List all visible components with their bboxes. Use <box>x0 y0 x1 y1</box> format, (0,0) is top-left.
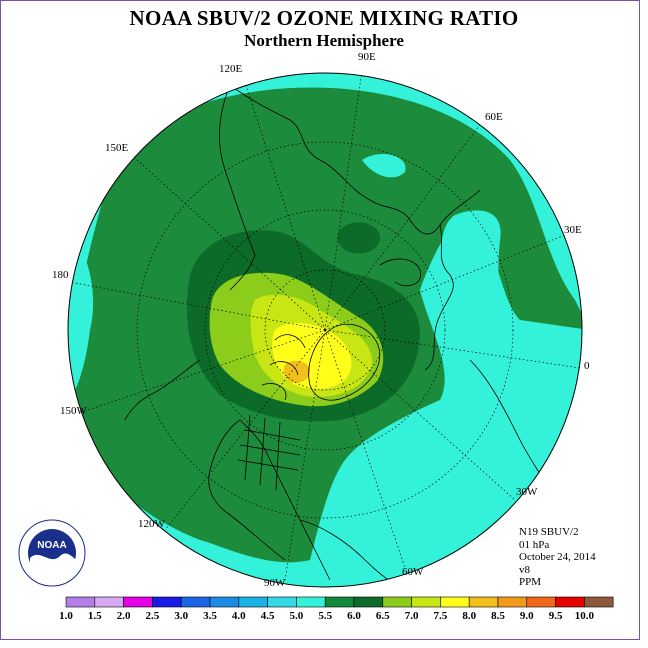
latitude-circle-50 <box>204 209 446 451</box>
meridian-60w <box>324 329 406 569</box>
page-subtitle: Northern Hemisphere <box>244 31 404 50</box>
colorbar-boxes <box>65 596 614 608</box>
graticule <box>69 73 581 581</box>
lon-label-90e: 90E <box>358 51 376 63</box>
colorbar-box <box>296 596 326 608</box>
meridian-30w <box>324 329 516 501</box>
coast-scandinavia <box>379 258 422 287</box>
colorbar-box <box>440 596 470 608</box>
coast-europe <box>424 224 454 371</box>
info-level: 01 hPa <box>519 538 550 551</box>
colorbar-label: 4.5 <box>261 610 275 622</box>
colorbar-box <box>382 596 412 608</box>
colorbar-label: 6.0 <box>347 610 361 622</box>
meridian-120w <box>164 329 326 531</box>
info-units: PPM <box>519 576 542 588</box>
colorbar-box <box>180 596 211 608</box>
colorbar-label: 4.0 <box>232 610 246 622</box>
colorbar-label: 3.0 <box>174 610 188 622</box>
map-outline <box>67 72 583 588</box>
lon-label-120w: 120W <box>138 518 165 530</box>
lon-label-60w: 60W <box>402 566 424 578</box>
lon-label-30e: 30E <box>564 224 582 236</box>
colorbar-label: 1.5 <box>88 610 102 622</box>
page-title: NOAA SBUV/2 OZONE MIXING RATIO <box>129 6 519 30</box>
colorbar-box <box>526 596 556 608</box>
colorbar-label: 10.0 <box>575 610 595 622</box>
colorbar-box <box>209 596 240 608</box>
coast-asia-east <box>219 84 256 291</box>
info-version: v8 <box>519 563 530 576</box>
field-green-55-blob <box>337 222 381 254</box>
latitude-circle-30 <box>136 141 514 519</box>
colorbar-box <box>353 596 384 608</box>
lon-label-60e: 60E <box>485 111 503 123</box>
coast-greenland <box>308 323 380 401</box>
colorbar-label: 5.5 <box>318 610 332 622</box>
lon-label-30w: 30W <box>516 486 538 498</box>
colorbar-labels: 1.0 1.5 2.0 2.5 3.0 3.5 4.0 4.5 5.0 5.5 6.0 6.5 7.0 7… <box>59 610 594 622</box>
colorbar-label: 7.0 <box>405 610 419 622</box>
info-date: October 24, 2014 <box>519 551 596 563</box>
meridian-120e <box>244 81 326 331</box>
colorbar-label: 8.0 <box>462 610 476 622</box>
colorbar-label: 2.0 <box>117 610 131 622</box>
lon-label-90w: 90W <box>264 577 286 589</box>
lon-label-180: 180 <box>52 269 69 281</box>
colorbar-label: 1.0 <box>59 610 73 622</box>
field-cyan-patch-e <box>440 210 501 330</box>
meridian-150w <box>87 329 326 411</box>
colorbar-box <box>324 596 355 608</box>
logo-text: NOAA <box>37 540 66 551</box>
colorbar-label: 9.5 <box>549 610 563 622</box>
coast-canada-arctic <box>261 334 306 401</box>
frame-border <box>0 0 640 640</box>
colorbar-box <box>555 596 585 608</box>
colorbar-box <box>267 596 297 608</box>
colorbar-label: 3.5 <box>203 610 217 622</box>
field-cyan-patch-ne <box>362 153 406 178</box>
meridian-0 <box>324 329 581 369</box>
colorbar-label: 6.5 <box>376 610 390 622</box>
logo-bird <box>30 553 76 578</box>
meridian-150e <box>134 157 326 331</box>
colorbar-box <box>497 596 528 608</box>
colorbar-label: 5.0 <box>290 610 304 622</box>
colorbar-box <box>94 596 124 608</box>
lon-label-0: 0 <box>584 360 590 372</box>
info-satellite: N19 SBUV/2 <box>519 526 579 538</box>
colorbar-box <box>468 596 499 608</box>
colorbar-box <box>584 596 614 608</box>
colorbar-label: 7.5 <box>434 610 448 622</box>
colorbar-box <box>152 596 182 608</box>
coast-usa-grid <box>237 414 301 491</box>
colorbar-box <box>238 596 268 608</box>
info-block: N19 SBUV/2 01 hPa October 24, 2014 v8 PP… <box>519 526 596 589</box>
latitude-circle-70 <box>264 269 386 391</box>
colorbar-label: 8.5 <box>491 610 505 622</box>
colorbar-box <box>411 596 441 608</box>
ozone-field <box>68 73 582 587</box>
lon-label-120e: 120E <box>219 63 243 75</box>
coastlines <box>124 84 556 587</box>
lon-label-150e: 150E <box>105 142 129 154</box>
coast-alaska <box>124 359 201 421</box>
colorbar-box <box>65 596 96 608</box>
coast-north-america <box>208 419 331 581</box>
meridian-30e <box>324 234 566 331</box>
meridian-60e <box>324 121 483 331</box>
lon-label-150w: 150W <box>60 405 87 417</box>
meridian-180 <box>69 281 326 331</box>
colorbar-label: 2.5 <box>146 610 160 622</box>
colorbar-box <box>123 596 153 608</box>
colorbar-label: 9.0 <box>520 610 534 622</box>
